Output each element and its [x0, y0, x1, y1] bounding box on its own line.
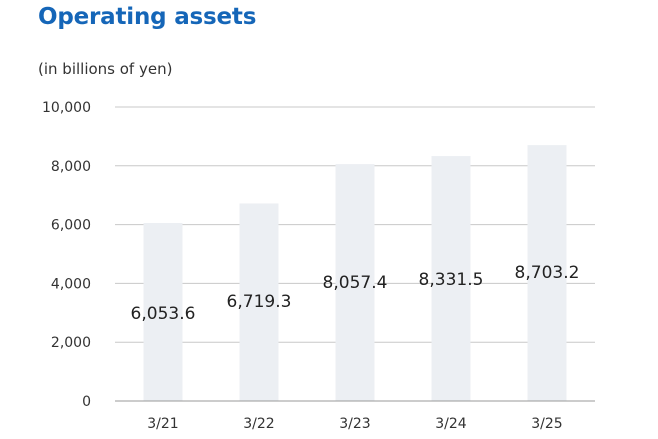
y-tick-label: 0 — [82, 394, 91, 410]
data-label: 8,703.2 — [515, 263, 580, 283]
data-label: 8,057.4 — [323, 273, 388, 293]
bar — [527, 145, 567, 401]
data-label: 6,719.3 — [227, 292, 292, 312]
data-label: 6,053.6 — [131, 304, 196, 324]
y-tick-label: 6,000 — [51, 218, 91, 234]
y-tick-label: 10,000 — [42, 100, 91, 116]
bar — [239, 203, 279, 401]
unit-label: (in billions of yen) — [38, 60, 173, 78]
bar — [143, 223, 183, 401]
x-tick-label: 3/23 — [339, 416, 370, 432]
y-tick-label: 8,000 — [51, 159, 91, 175]
y-tick-label: 2,000 — [51, 335, 91, 351]
chart-title: Operating assets — [38, 4, 257, 30]
x-tick-label: 3/24 — [435, 416, 467, 432]
y-tick-label: 4,000 — [51, 276, 91, 292]
x-tick-label: 3/22 — [243, 416, 274, 432]
data-label: 8,331.5 — [419, 270, 484, 290]
x-tick-label: 3/21 — [147, 416, 178, 432]
bar — [431, 156, 471, 401]
x-tick-label: 3/25 — [531, 416, 562, 432]
bar — [335, 164, 375, 401]
